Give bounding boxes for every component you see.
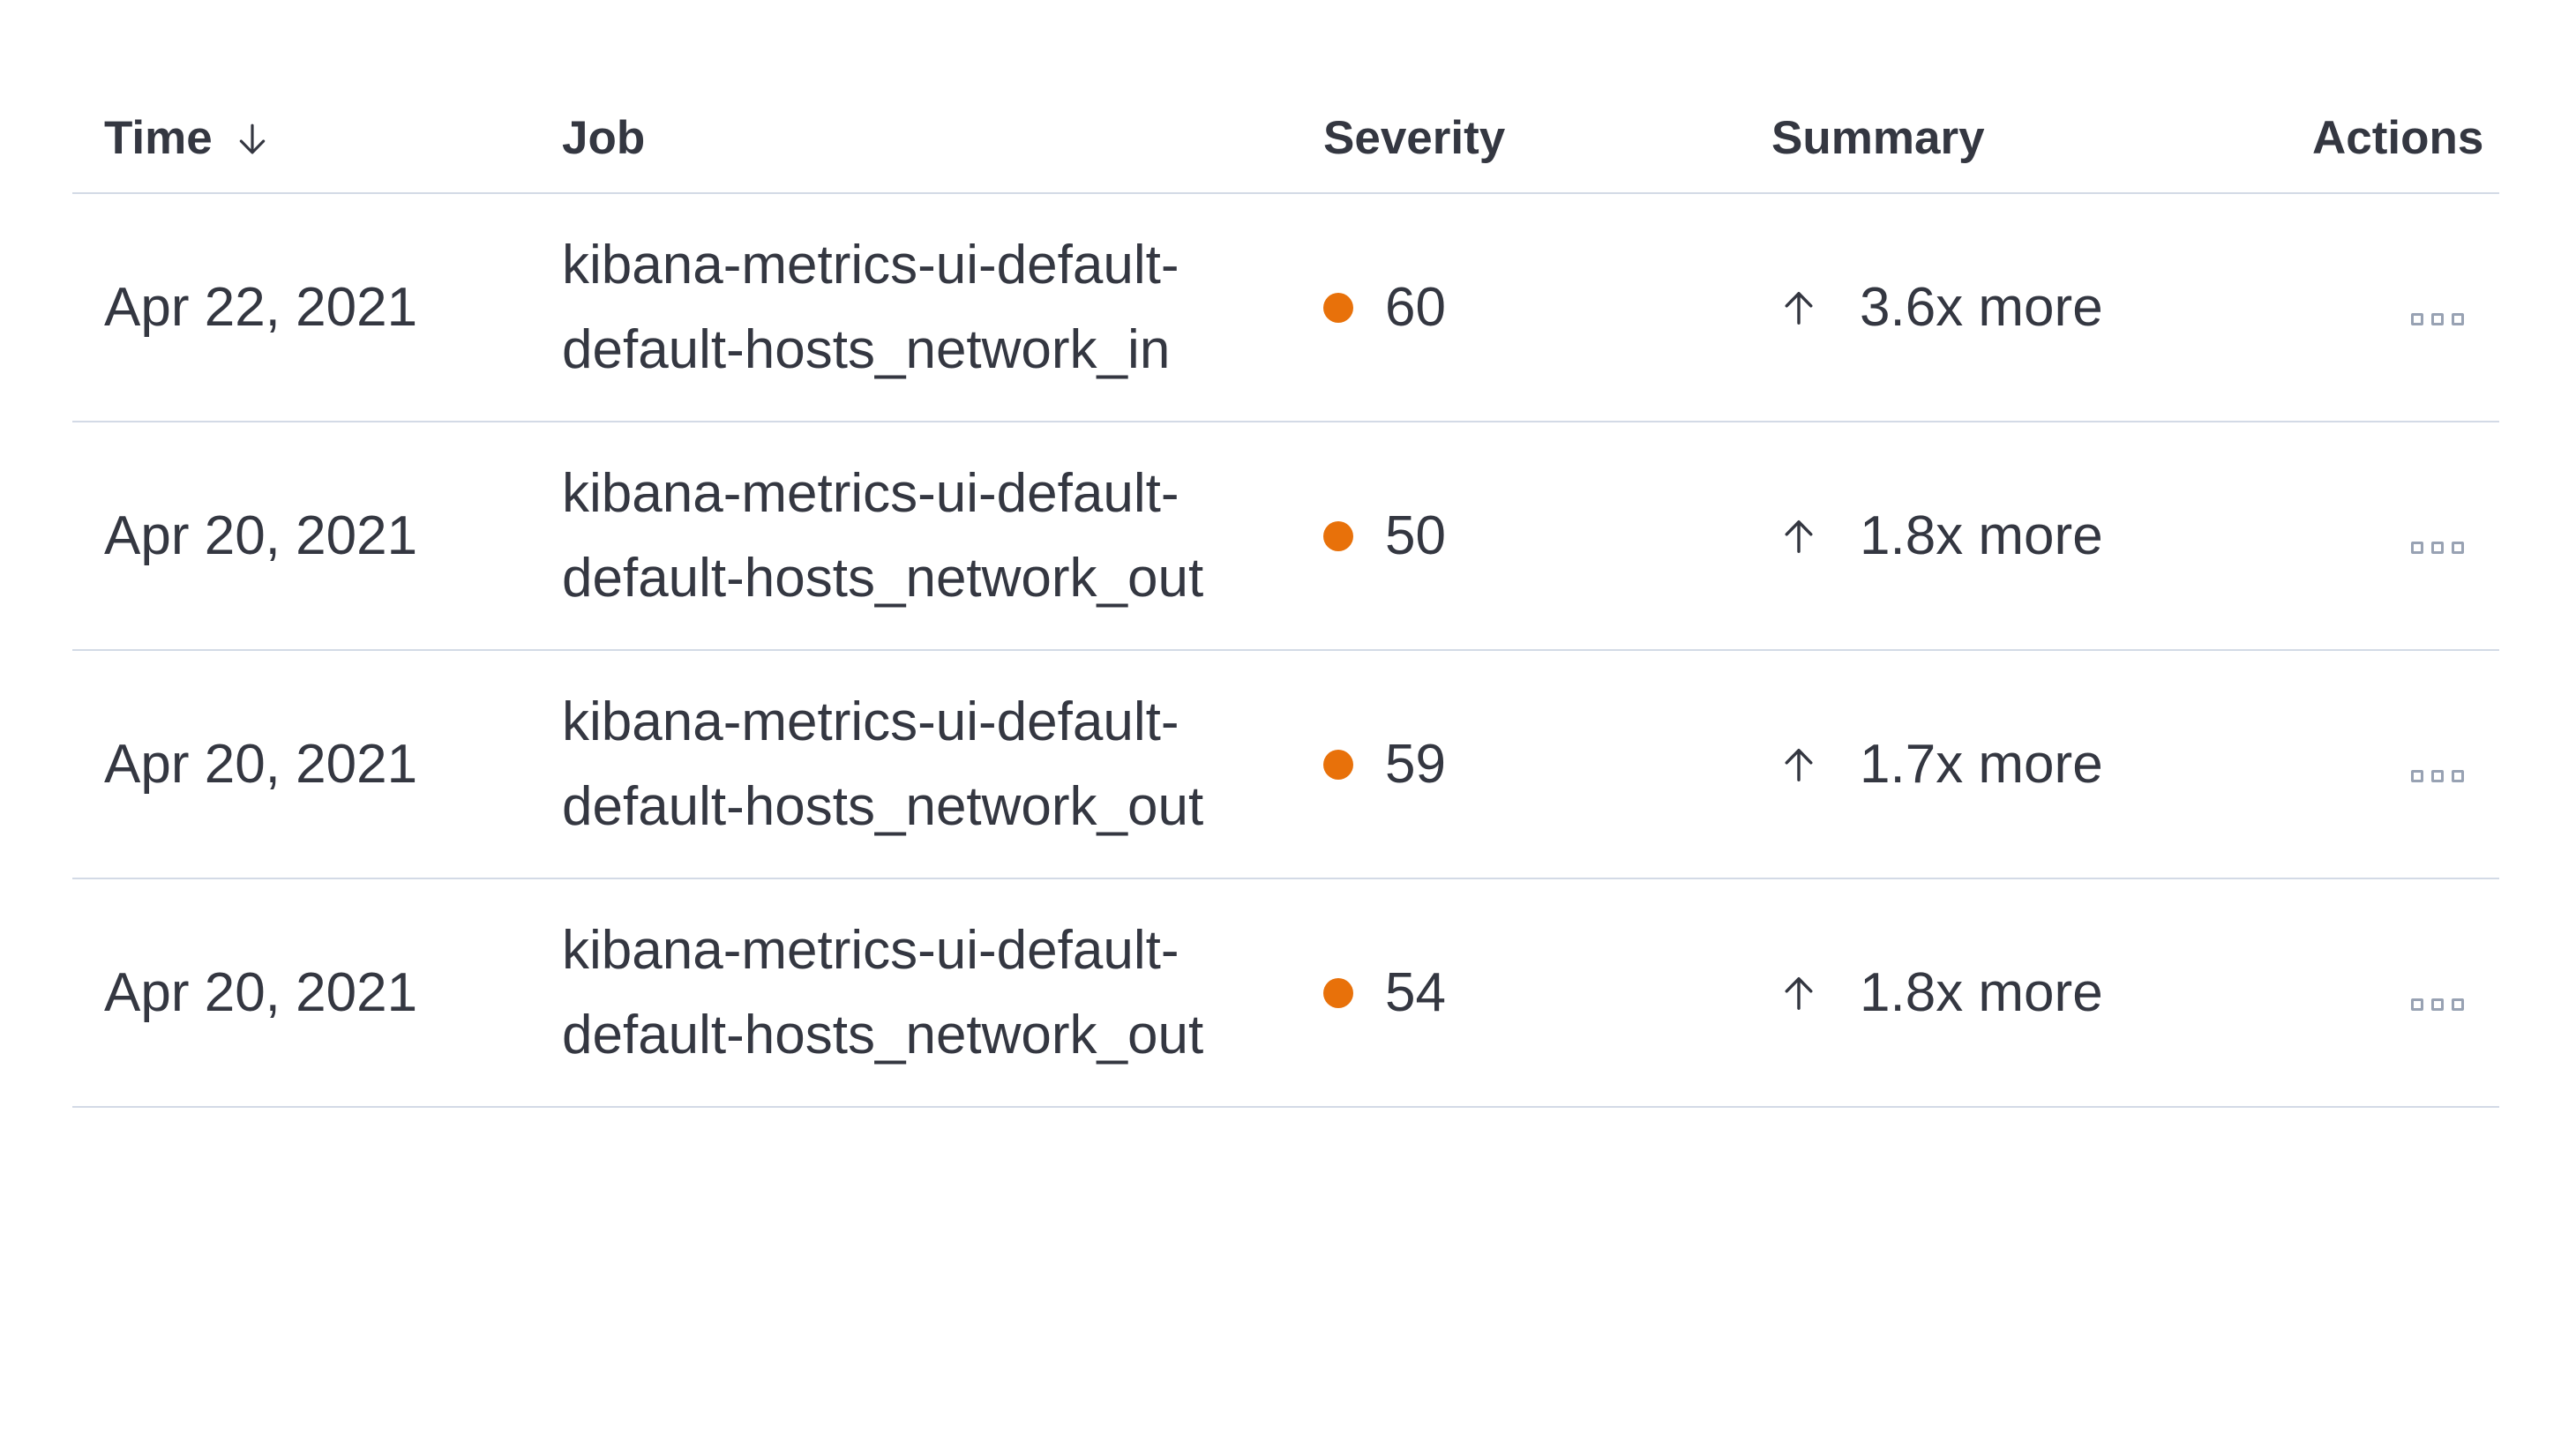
table-row: Apr 20, 2021 kibana-metrics-ui-default-d…: [72, 878, 2499, 1108]
column-header-time[interactable]: Time: [72, 0, 530, 194]
table-header-row: Time Job Severity Summary Actions: [72, 0, 2499, 194]
anomaly-actions: [2280, 193, 2499, 422]
arrow-up-icon: [1785, 748, 1813, 781]
anomaly-summary: 1.7x more: [1740, 650, 2280, 879]
column-header-severity: Severity: [1292, 0, 1740, 194]
severity-score: 50: [1385, 504, 1446, 566]
anomaly-time: Apr 20, 2021: [72, 878, 530, 1108]
severity-score: 60: [1385, 276, 1446, 338]
anomaly-job-id: kibana-metrics-ui-default-default-hosts_…: [530, 650, 1292, 879]
severity-score: 59: [1385, 733, 1446, 795]
boxes-horizontal-icon: [2411, 541, 2423, 554]
summary-text: 1.7x more: [1860, 733, 2103, 795]
anomaly-time: Apr 20, 2021: [72, 650, 530, 879]
anomaly-severity: 50: [1292, 422, 1740, 651]
boxes-horizontal-icon: [2411, 769, 2423, 782]
anomaly-actions: [2280, 650, 2499, 879]
table-row: Apr 20, 2021 kibana-metrics-ui-default-d…: [72, 422, 2499, 651]
anomaly-job-id: kibana-metrics-ui-default-default-hosts_…: [530, 422, 1292, 651]
arrow-up-icon: [1785, 519, 1813, 553]
anomaly-job-id: kibana-metrics-ui-default-default-hosts_…: [530, 878, 1292, 1108]
anomaly-time: Apr 20, 2021: [72, 422, 530, 651]
anomaly-job-id: kibana-metrics-ui-default-default-hosts_…: [530, 193, 1292, 422]
column-header-severity-label: Severity: [1323, 112, 1506, 164]
severity-score: 54: [1385, 961, 1446, 1023]
column-header-actions-label: Actions: [2312, 112, 2484, 164]
summary-text: 3.6x more: [1860, 276, 2103, 338]
anomaly-summary: 1.8x more: [1740, 878, 2280, 1108]
anomalies-table: Time Job Severity Summary Actions Apr 22…: [72, 0, 2499, 1108]
sort-descending-icon: [239, 123, 265, 154]
column-header-summary: Summary: [1740, 0, 2280, 194]
severity-dot-icon: [1323, 292, 1353, 323]
severity-dot-icon: [1323, 749, 1353, 780]
column-header-job: Job: [530, 0, 1292, 194]
anomaly-actions: [2280, 422, 2499, 651]
arrow-up-icon: [1785, 976, 1813, 1010]
anomaly-summary: 3.6x more: [1740, 193, 2280, 422]
boxes-horizontal-icon: [2411, 312, 2423, 325]
anomaly-severity: 60: [1292, 193, 1740, 422]
anomaly-severity: 59: [1292, 650, 1740, 879]
table-row: Apr 22, 2021 kibana-metrics-ui-default-d…: [72, 193, 2499, 422]
actions-menu-button[interactable]: [2408, 538, 2467, 557]
anomaly-summary: 1.8x more: [1740, 422, 2280, 651]
actions-menu-button[interactable]: [2408, 766, 2467, 786]
column-header-job-label: Job: [562, 112, 646, 164]
summary-text: 1.8x more: [1860, 504, 2103, 566]
table-row: Apr 20, 2021 kibana-metrics-ui-default-d…: [72, 650, 2499, 879]
boxes-horizontal-icon: [2411, 998, 2423, 1011]
anomaly-time: Apr 22, 2021: [72, 193, 530, 422]
summary-text: 1.8x more: [1860, 961, 2103, 1023]
severity-dot-icon: [1323, 977, 1353, 1008]
severity-dot-icon: [1323, 520, 1353, 551]
anomaly-severity: 54: [1292, 878, 1740, 1108]
actions-menu-button[interactable]: [2408, 995, 2467, 1014]
column-header-summary-label: Summary: [1771, 112, 1985, 164]
column-header-actions: Actions: [2280, 0, 2499, 194]
column-header-time-label: Time: [104, 112, 213, 164]
arrow-up-icon: [1785, 291, 1813, 325]
actions-menu-button[interactable]: [2408, 310, 2467, 329]
anomaly-actions: [2280, 878, 2499, 1108]
